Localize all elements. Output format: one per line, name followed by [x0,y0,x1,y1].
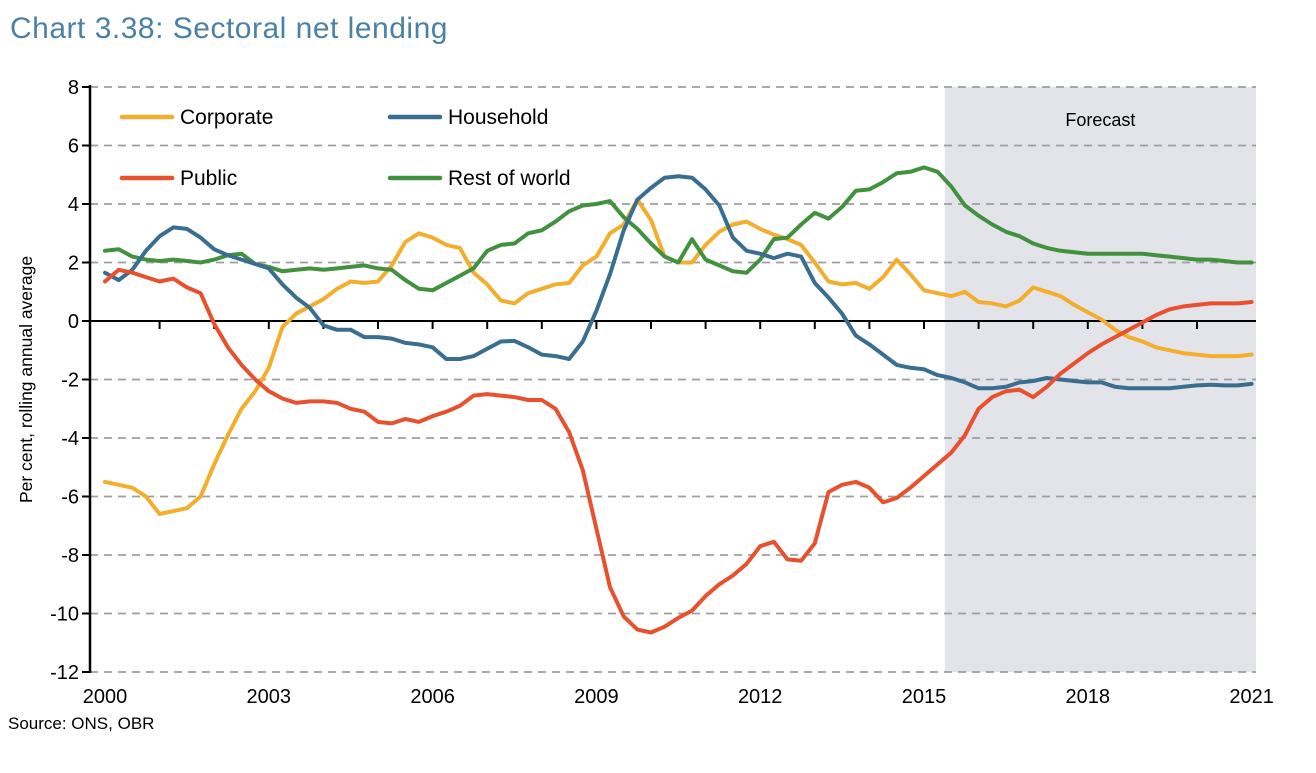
x-tick-label-2015: 2015 [902,686,947,708]
source-note: Source: ONS, OBR [8,714,155,733]
legend-label-household: Household [448,106,548,129]
y-tick-label-6: 6 [68,136,79,158]
x-tick-label-2000: 2000 [83,686,128,708]
x-tick-label-2018: 2018 [1066,686,1111,708]
y-tick-label-2: 2 [68,253,79,275]
y-axis-title: Per cent, rolling annual average [16,256,36,503]
y-tick-label--2: -2 [61,370,79,392]
series-line-rest-of-world [103,165,1254,293]
legend-label-public: Public [180,167,237,190]
legend-label-corporate: Corporate [180,106,273,129]
x-tick-label-2009: 2009 [574,686,619,708]
x-tick-label-2021: 2021 [1229,686,1274,708]
y-tick-label--10: -10 [50,604,79,626]
y-tick-label--6: -6 [61,487,79,509]
y-tick-label--12: -12 [50,662,79,684]
series-line-public [103,267,1254,635]
y-tick-label-0: 0 [68,311,79,333]
x-tick-label-2012: 2012 [738,686,783,708]
legend-label-rest-of-world: Rest of world [448,167,571,190]
page-title: Chart 3.38: Sectoral net lending [10,12,448,45]
y-tick-label-8: 8 [68,77,79,99]
series-line-household [103,174,1254,391]
y-tick-label--8: -8 [61,545,79,567]
forecast-label: Forecast [1065,110,1135,130]
x-tick-label-2003: 2003 [247,686,292,708]
y-tick-label--4: -4 [61,428,79,450]
y-tick-label-4: 4 [68,194,79,216]
x-tick-label-2006: 2006 [410,686,455,708]
